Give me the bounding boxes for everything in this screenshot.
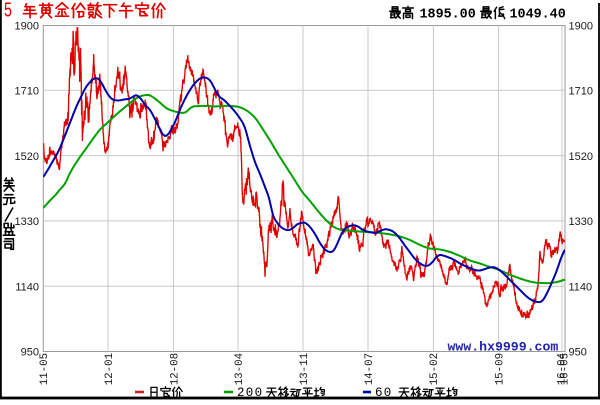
- svg-text:1710: 1710: [15, 86, 39, 98]
- svg-text:14-07: 14-07: [364, 353, 376, 385]
- svg-text:13-04: 13-04: [234, 353, 246, 385]
- svg-text:1140: 1140: [569, 281, 593, 293]
- svg-text:1330: 1330: [15, 216, 39, 228]
- svg-text:200: 200: [237, 386, 263, 400]
- svg-text:13-11: 13-11: [299, 353, 311, 385]
- svg-text:www.hx9999.com: www.hx9999.com: [448, 340, 559, 355]
- svg-text:12-01: 12-01: [104, 353, 116, 385]
- svg-text:16-04: 16-04: [557, 353, 569, 385]
- svg-text:12-08: 12-08: [169, 353, 181, 385]
- svg-text:1330: 1330: [569, 216, 593, 228]
- svg-text:950: 950: [569, 347, 587, 359]
- svg-text:1520: 1520: [15, 151, 39, 163]
- svg-text:11-05: 11-05: [39, 353, 51, 385]
- svg-text:1900: 1900: [15, 21, 39, 33]
- svg-text:15-02: 15-02: [429, 353, 441, 385]
- svg-text:1900: 1900: [569, 21, 593, 33]
- svg-text:1520: 1520: [569, 151, 593, 163]
- svg-text:60: 60: [375, 386, 393, 400]
- svg-text:1895.00: 1895.00: [420, 8, 476, 23]
- svg-text:5: 5: [4, 0, 12, 22]
- svg-text:16-05: 16-05: [560, 353, 572, 385]
- svg-text:1140: 1140: [15, 281, 39, 293]
- svg-text:1049.40: 1049.40: [510, 8, 566, 23]
- svg-text:1710: 1710: [569, 86, 593, 98]
- svg-text:15-09: 15-09: [494, 353, 506, 385]
- svg-text:950: 950: [21, 347, 39, 359]
